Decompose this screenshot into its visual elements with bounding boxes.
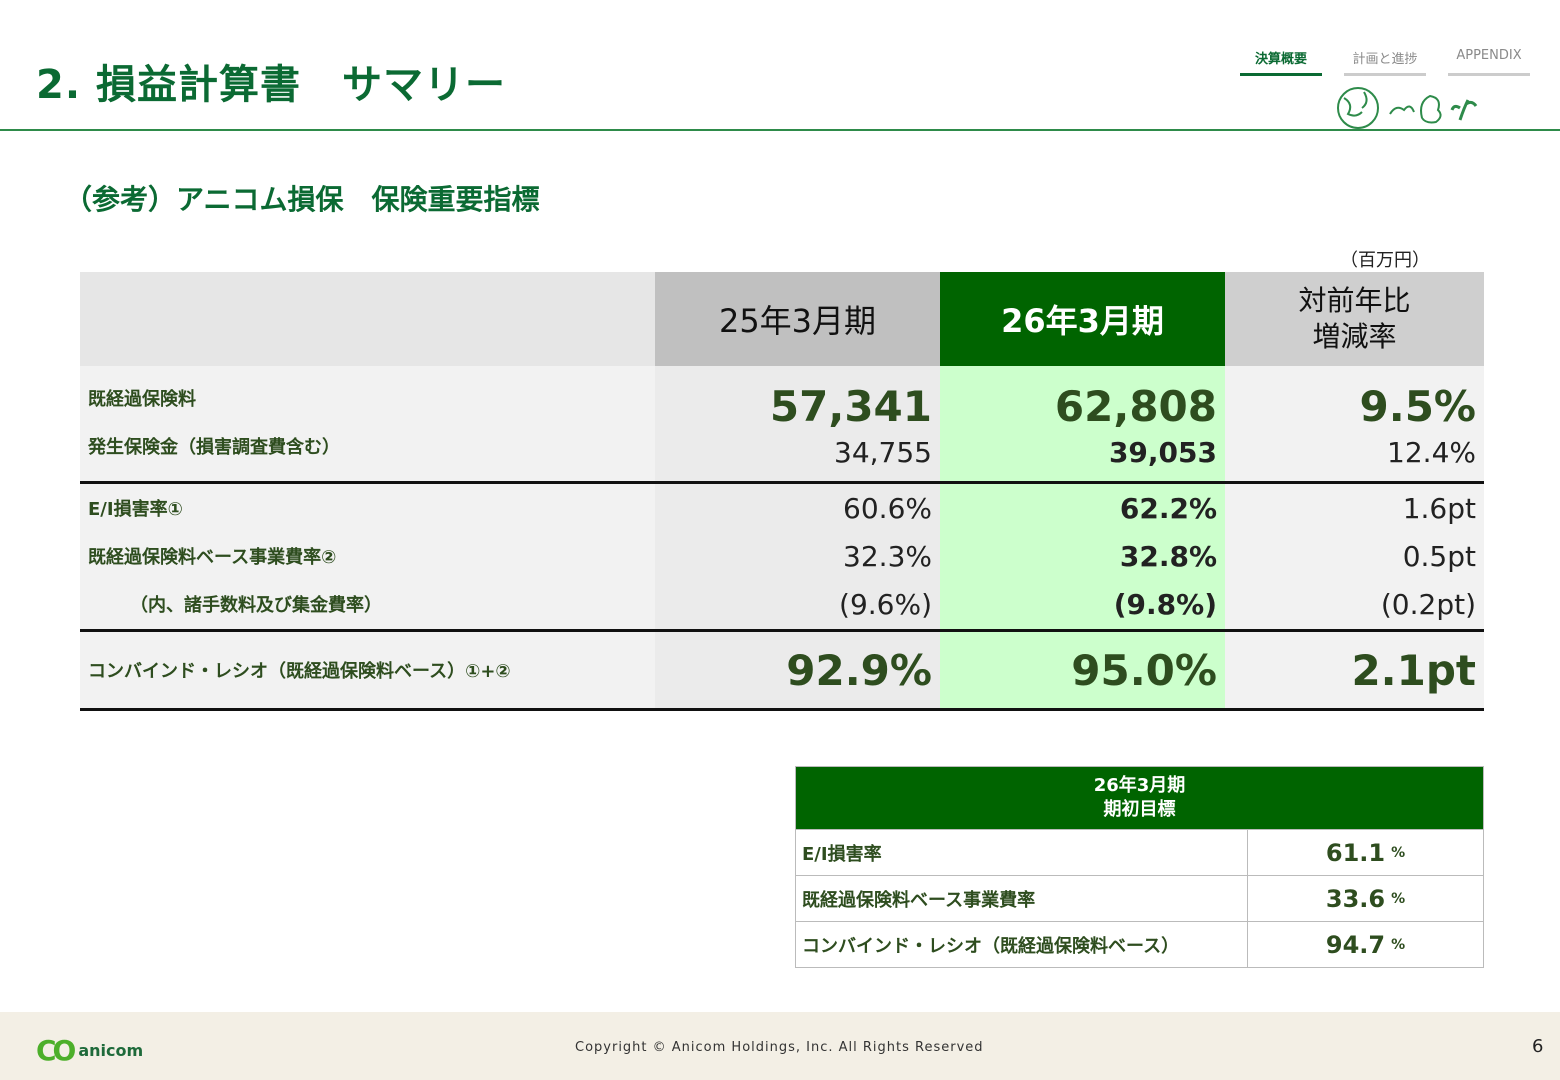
label-column: E/I損害率① 既経過保険料ベース事業費率② （内、諸手数料及び集金費率）	[80, 484, 655, 629]
fy2025-column: 60.6% 32.3% (9.6%)	[655, 484, 940, 629]
unit-label: （百万円）	[1340, 250, 1430, 271]
nav-tab-summary[interactable]: 決算概要	[1240, 48, 1322, 76]
fy2025-column: 92.9%	[655, 632, 940, 708]
fy2025-column: 57,341 34,755	[655, 366, 940, 481]
cell-commission-ratio-fy2026: (9.8%)	[1113, 587, 1217, 621]
header-yoy-line1: 対前年比	[1298, 284, 1411, 317]
cell-earned-premium-yoy: 9.5%	[1359, 381, 1476, 431]
row-label-earned-premium: 既経過保険料	[88, 389, 196, 410]
target-label-combined-ratio: コンバインド・レシオ（既経過保険料ベース）	[795, 922, 1248, 968]
target-value-cell: 61.1%	[1248, 830, 1484, 876]
header-fy2026: 26年3月期	[940, 272, 1225, 366]
target-value-cell: 94.7%	[1248, 922, 1484, 968]
logo-mark-icon: CO	[36, 1034, 76, 1067]
target-header-line1: 26年3月期	[1093, 775, 1186, 796]
fy2026-column: 62.2% 32.8% (9.8%)	[940, 484, 1225, 629]
row-label-claims: 発生保険金（損害調査費含む）	[88, 437, 340, 458]
cell-claims-yoy: 12.4%	[1387, 435, 1476, 469]
nav-tab-appendix[interactable]: APPENDIX	[1448, 48, 1530, 76]
target-value-cell: 33.6%	[1248, 876, 1484, 922]
cell-claims-fy2026: 39,053	[1108, 435, 1217, 469]
cell-earned-premium-fy2026: 62,808	[1054, 381, 1217, 431]
label-column: コンバインド・レシオ（既経過保険料ベース）①+②	[80, 632, 655, 708]
globe-animals-illustration	[1310, 87, 1560, 131]
cell-combined-ratio-yoy: 2.1pt	[1351, 645, 1476, 695]
cell-expense-ratio-fy2025: 32.3%	[843, 539, 932, 573]
header-fy2025: 25年3月期	[655, 272, 940, 366]
target-value-combined-ratio: 94.7	[1325, 930, 1386, 959]
page-title: 2. 損益計算書 サマリー	[36, 62, 506, 108]
yoy-column: 1.6pt 0.5pt (0.2pt)	[1225, 484, 1484, 629]
header-yoy: 対前年比 増減率	[1225, 272, 1484, 366]
row-label-combined-ratio: コンバインド・レシオ（既経過保険料ベース）①+②	[88, 661, 511, 682]
percent-unit: %	[1391, 890, 1406, 907]
page-number: 6	[1532, 1036, 1544, 1057]
percent-unit: %	[1391, 844, 1406, 861]
footer: CO anicom Copyright © Anicom Holdings, I…	[0, 1012, 1560, 1080]
label-column: 既経過保険料 発生保険金（損害調査費含む）	[80, 366, 655, 481]
key-indicators-table: 25年3月期 26年3月期 対前年比 増減率 既経過保険料 発生保険金（損害調査…	[80, 272, 1484, 711]
row-label-ei-loss-ratio: E/I損害率①	[88, 499, 183, 520]
target-row: E/I損害率 61.1%	[795, 830, 1484, 876]
header-yoy-line2: 増減率	[1312, 320, 1397, 353]
fy2026-column: 62,808 39,053	[940, 366, 1225, 481]
yoy-column: 2.1pt	[1225, 632, 1484, 708]
cell-combined-ratio-fy2025: 92.9%	[786, 645, 932, 695]
cell-earned-premium-fy2025: 57,341	[769, 381, 932, 431]
table-divider	[80, 629, 1484, 632]
logo-text: anicom	[78, 1041, 144, 1060]
section-nav: 決算概要 計画と進捗 APPENDIX	[1240, 48, 1530, 76]
title-divider	[0, 129, 1560, 131]
target-table: 26年3月期 期初目標 E/I損害率 61.1% 既経過保険料ベース事業費率 3…	[795, 766, 1484, 968]
cell-commission-ratio-fy2025: (9.6%)	[839, 587, 932, 621]
header-blank	[80, 272, 655, 366]
section-title: （参考）アニコム損保 保険重要指標	[64, 183, 540, 216]
target-header-line2: 期初目標	[1103, 799, 1176, 820]
table-group-premium: 既経過保険料 発生保険金（損害調査費含む） 57,341 34,755 62,8…	[80, 366, 1484, 481]
target-row: コンバインド・レシオ（既経過保険料ベース） 94.7%	[795, 922, 1484, 968]
target-value-ei-loss-ratio: 61.1	[1325, 838, 1386, 867]
target-table-header: 26年3月期 期初目標	[795, 766, 1484, 830]
table-group-combined: コンバインド・レシオ（既経過保険料ベース）①+② 92.9% 95.0% 2.1…	[80, 632, 1484, 708]
table-group-ratios: E/I損害率① 既経過保険料ベース事業費率② （内、諸手数料及び集金費率） 60…	[80, 484, 1484, 629]
row-label-expense-ratio: 既経過保険料ベース事業費率②	[88, 547, 337, 568]
target-label-ei-loss-ratio: E/I損害率	[795, 830, 1248, 876]
anicom-logo: CO anicom	[36, 1034, 143, 1067]
cell-expense-ratio-fy2026: 32.8%	[1119, 539, 1217, 573]
target-row: 既経過保険料ベース事業費率 33.6%	[795, 876, 1484, 922]
cell-ei-loss-ratio-fy2025: 60.6%	[843, 491, 932, 525]
target-value-expense-ratio: 33.6	[1325, 884, 1386, 913]
yoy-column: 9.5% 12.4%	[1225, 366, 1484, 481]
cell-ei-loss-ratio-fy2026: 62.2%	[1119, 491, 1217, 525]
nav-tab-plan-progress[interactable]: 計画と進捗	[1344, 48, 1426, 76]
fy2026-column: 95.0%	[940, 632, 1225, 708]
table-bottom-border	[80, 708, 1484, 711]
table-divider	[80, 481, 1484, 484]
row-label-commission-ratio: （内、諸手数料及び集金費率）	[130, 595, 382, 616]
cell-commission-ratio-yoy: (0.2pt)	[1380, 587, 1476, 621]
copyright: Copyright © Anicom Holdings, Inc. All Ri…	[575, 1040, 984, 1055]
cell-expense-ratio-yoy: 0.5pt	[1402, 539, 1476, 573]
cell-ei-loss-ratio-yoy: 1.6pt	[1402, 491, 1476, 525]
percent-unit: %	[1391, 936, 1406, 953]
table-header: 25年3月期 26年3月期 対前年比 増減率	[80, 272, 1484, 366]
cell-combined-ratio-fy2026: 95.0%	[1071, 645, 1217, 695]
cell-claims-fy2025: 34,755	[834, 435, 932, 469]
target-label-expense-ratio: 既経過保険料ベース事業費率	[795, 876, 1248, 922]
